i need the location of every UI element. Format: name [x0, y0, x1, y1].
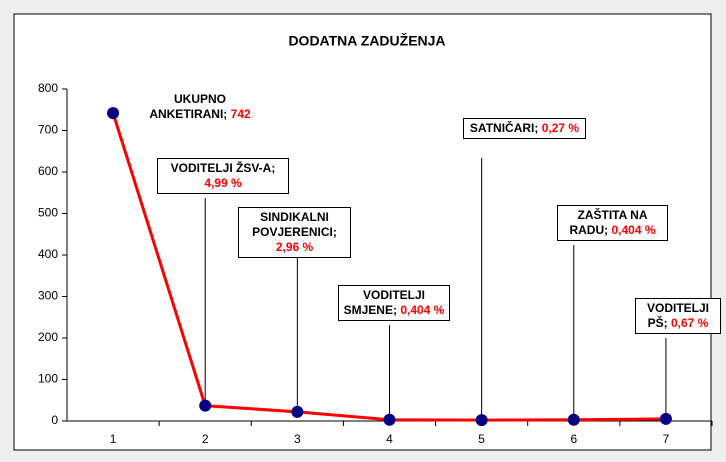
y-tick-label: 800	[38, 81, 58, 95]
data-label: SINDIKALNI POVJERENICI; 2,96 %	[238, 207, 351, 258]
chart-title: DODATNA ZADUŽENJA	[288, 32, 445, 49]
data-label: VODITELJI SMJENE; 0,404 %	[338, 285, 450, 321]
label-name: SINDIKALNI POVJERENICI;	[252, 210, 337, 239]
label-name: SATNIČARI;	[469, 121, 539, 135]
data-label: ZAŠTITA NA RADU; 0,404 %	[557, 205, 668, 241]
x-tick-label: 2	[202, 432, 209, 446]
x-tick-label: 4	[386, 432, 393, 446]
data-label: UKUPNO ANKETIRANI; 742	[140, 90, 260, 124]
y-tick-label: 700	[38, 123, 58, 137]
label-value: 2,96 %	[275, 240, 314, 254]
x-tick-label: 1	[110, 432, 117, 446]
label-value: 742	[230, 107, 251, 121]
label-name: VODITELJI PŠ;	[646, 301, 709, 330]
marker	[107, 107, 120, 120]
label-name: UKUPNO ANKETIRANI;	[149, 92, 228, 121]
label-value: 0,27 %	[541, 121, 580, 135]
x-tick-label: 5	[478, 432, 485, 446]
label-name: ZAŠTITA NA RADU;	[569, 208, 648, 237]
y-tick-label: 500	[38, 206, 58, 220]
x-tick-label: 6	[570, 432, 577, 446]
y-tick-label: 600	[38, 164, 58, 178]
data-label: VODITELJI PŠ; 0,67 %	[635, 298, 721, 334]
label-value: 0,404 %	[400, 303, 445, 317]
data-label: SATNIČARI; 0,27 %	[463, 118, 586, 139]
marker	[383, 413, 396, 426]
marker	[291, 405, 304, 418]
y-tick-label: 400	[38, 247, 58, 261]
marker	[567, 413, 580, 426]
x-tick-label: 7	[663, 432, 670, 446]
label-value: 0,404 %	[611, 223, 656, 237]
y-tick-label: 0	[51, 413, 58, 427]
label-value: 0,67 %	[671, 316, 709, 330]
label-name: VODITELJI SMJENE;	[343, 288, 425, 317]
y-tick-label: 100	[38, 372, 58, 386]
y-tick-label: 300	[38, 289, 58, 303]
marker	[659, 412, 672, 425]
x-tick-label: 3	[294, 432, 301, 446]
marker	[199, 399, 212, 412]
label-value: 4,99 %	[204, 176, 242, 190]
marker	[475, 414, 488, 427]
label-name: VODITELJI ŽSV-A;	[170, 161, 276, 175]
y-tick-label: 200	[38, 330, 58, 344]
data-label: VODITELJI ŽSV-A; 4,99 %	[157, 158, 289, 194]
